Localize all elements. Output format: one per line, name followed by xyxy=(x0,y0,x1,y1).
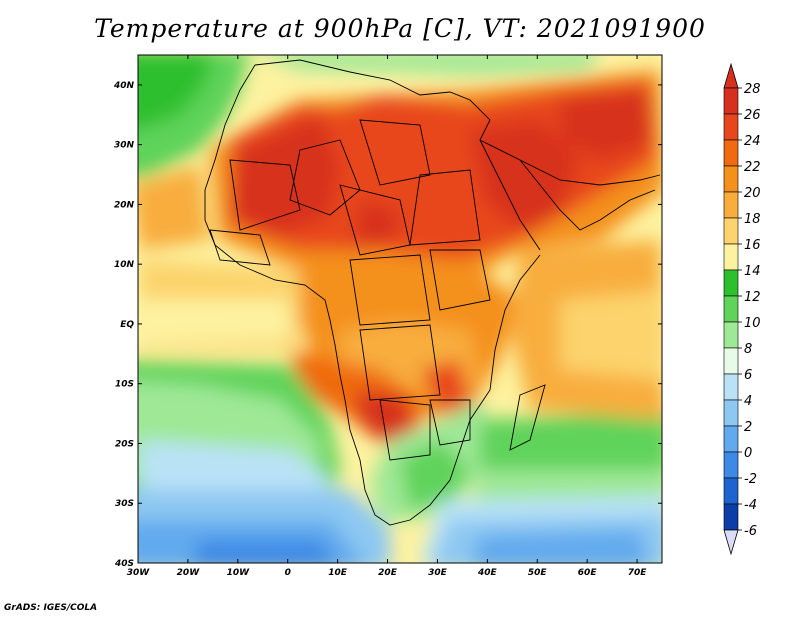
colorbar-segment xyxy=(723,373,739,401)
lat-tick-label: 10N xyxy=(114,260,135,270)
lon-tick-label: 30W xyxy=(127,568,151,578)
colorbar-label: 28 xyxy=(744,82,761,97)
colorbar-segment xyxy=(723,269,739,297)
lon-tick-label: 10W xyxy=(227,568,251,578)
lon-tick-label: 20W xyxy=(177,568,201,578)
colorbar-segment xyxy=(723,347,739,375)
credit-label: GrADS: IGES/COLA xyxy=(4,603,98,613)
colorbar-label: 26 xyxy=(744,108,761,123)
colorbar-segment xyxy=(723,165,739,193)
lat-tick-label: 40N xyxy=(113,81,135,91)
coastlines xyxy=(204,59,661,526)
lon-tick-label: 0 xyxy=(285,568,291,578)
colorbar-label: 2 xyxy=(744,420,752,435)
colorbar-segment xyxy=(723,295,739,323)
colorbar-label: 10 xyxy=(744,316,761,331)
colorbar-segment xyxy=(723,139,739,167)
longitude-axis: 30W 20W 10W 0 10E 20E 30E 40E 50E 60E 70E xyxy=(127,55,647,578)
lat-tick-label: 30S xyxy=(115,499,134,509)
lon-tick-label: 50E xyxy=(528,568,548,578)
colorbar-label: -2 xyxy=(744,472,757,487)
lon-tick-label: 40E xyxy=(477,568,498,578)
colorbar-segment xyxy=(723,243,739,271)
colorbar-label: 14 xyxy=(744,264,761,279)
lon-tick-label: 20E xyxy=(378,568,398,578)
colorbar-segment xyxy=(723,87,739,115)
colorbar-label: 20 xyxy=(744,186,761,201)
lat-tick-label: EQ xyxy=(120,320,134,330)
colorbar-label: 22 xyxy=(744,160,761,175)
lat-tick-label: 20N xyxy=(114,200,135,210)
lat-tick-label: 20S xyxy=(115,439,134,449)
plot-frame xyxy=(137,54,663,564)
colorbar-segment xyxy=(723,217,739,245)
colorbar-max-arrow xyxy=(723,62,739,89)
colorbar-segment xyxy=(723,113,739,141)
colorbar-segment xyxy=(723,321,739,349)
temperature-field xyxy=(138,55,662,563)
colorbar-label: -4 xyxy=(744,498,757,513)
lat-tick-label: 10S xyxy=(115,380,134,390)
colorbar-segment xyxy=(723,451,739,479)
map-title: Temperature at 900hPa [C], VT: 202109190… xyxy=(94,14,706,43)
colorbar-label: 4 xyxy=(744,394,752,409)
colorbar-label: 18 xyxy=(744,212,761,227)
colorbar-segment xyxy=(723,425,739,453)
lat-tick-label: 40S xyxy=(114,559,134,569)
colorbar-segment xyxy=(723,477,739,505)
latitude-axis: 40N 30N 20N 10N EQ 10S 20S 30S 40S xyxy=(113,81,662,569)
colorbar-label: 6 xyxy=(744,368,752,383)
colorbar-segment xyxy=(723,191,739,219)
colorbar-segment xyxy=(723,399,739,427)
colorbar-min-arrow xyxy=(723,529,739,556)
lat-tick-label: 30N xyxy=(114,141,135,151)
colorbar-label: 24 xyxy=(744,134,761,149)
colorbar-label: 12 xyxy=(744,290,761,305)
lon-tick-label: 60E xyxy=(578,568,598,578)
colorbar-label: 16 xyxy=(744,238,761,253)
lon-tick-label: 10E xyxy=(328,568,348,578)
colorbar-label: 8 xyxy=(744,342,752,357)
colorbar-label: -6 xyxy=(744,524,757,539)
colorbar-segment xyxy=(723,503,739,531)
lon-tick-label: 70E xyxy=(628,568,648,578)
colorbar-label: 0 xyxy=(744,446,752,461)
lon-tick-label: 30E xyxy=(428,568,448,578)
